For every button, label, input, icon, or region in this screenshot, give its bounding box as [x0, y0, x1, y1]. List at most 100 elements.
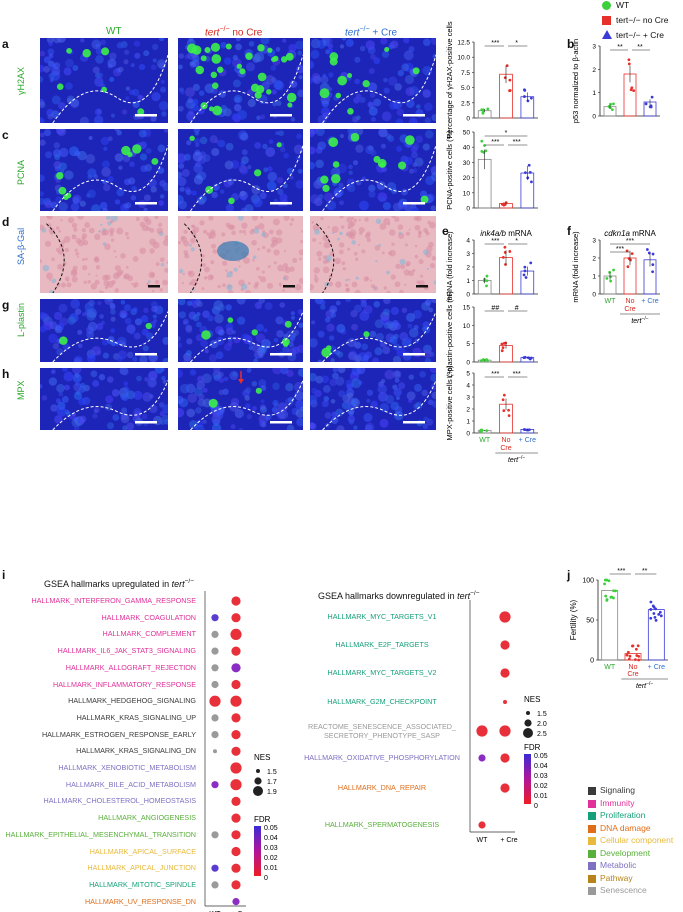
nucleus [317, 359, 323, 362]
gsea-dot [231, 596, 241, 606]
sig-label: *** [491, 40, 499, 47]
nucleus [382, 308, 390, 316]
nucleus [142, 345, 149, 352]
nucleus [245, 403, 251, 409]
nucleus [214, 139, 219, 144]
tissue-cell [103, 280, 110, 287]
nucleus [351, 378, 362, 389]
tissue-cell [183, 250, 188, 255]
tissue-cell [412, 268, 416, 272]
y-tick-label: 10.0 [457, 55, 470, 62]
gsea-dot [211, 614, 219, 622]
nucleus [431, 114, 436, 122]
nucleus [327, 87, 333, 92]
nucleus [185, 87, 195, 98]
nucleus [185, 349, 192, 356]
category-swatch [588, 862, 596, 870]
tissue-cell [83, 280, 87, 284]
gsea-down-term: HALLMARK_MYC_TARGETS_V2 [327, 668, 437, 677]
positive-cell [145, 322, 152, 330]
gsea-dot [230, 779, 242, 791]
nucleus [110, 309, 116, 315]
positive-cell [210, 71, 218, 79]
nucleus [48, 41, 54, 47]
tissue-cell [93, 256, 100, 262]
tissue-cell [260, 276, 267, 283]
nucleus [197, 375, 204, 383]
tissue-cell [424, 230, 428, 234]
nucleus [310, 49, 320, 59]
positive-cell [255, 85, 265, 94]
nucleus [327, 43, 334, 49]
tissue-cell [58, 229, 62, 233]
tissue-boundary [322, 380, 436, 430]
nucleus [396, 108, 404, 117]
tissue-cell [104, 243, 111, 251]
tissue-cell [261, 270, 265, 274]
micrograph-texture [178, 129, 303, 211]
tissue-cell [178, 268, 184, 274]
tissue-cell [390, 274, 396, 280]
gsea-dot [211, 864, 219, 872]
nucleus [368, 67, 375, 75]
tissue-cell [322, 266, 330, 274]
gsea-up-term: HALLMARK_APICAL_JUNCTION [87, 863, 196, 873]
nucleus [273, 337, 279, 343]
data-point [627, 657, 631, 661]
nucleus [79, 415, 87, 423]
nucleus [279, 302, 286, 308]
nucleus [198, 393, 205, 400]
scale-bar [403, 421, 425, 424]
nes-swatch [524, 719, 532, 727]
tissue-cell [366, 237, 371, 243]
tissue-cell [47, 223, 52, 228]
nucleus [152, 58, 157, 63]
nucleus [282, 38, 287, 43]
tissue-cell [347, 226, 351, 230]
positive-cell [56, 83, 64, 90]
nucleus [107, 58, 117, 68]
positive-cell [329, 57, 338, 66]
nucleus [374, 347, 383, 356]
nucleus [225, 304, 232, 311]
nucleus [198, 90, 205, 96]
nucleus [204, 348, 209, 354]
sig-label: ** [617, 44, 623, 51]
nucleus [260, 38, 270, 45]
positive-cell [332, 161, 340, 168]
cre-legend-label: tert−/− + Cre [616, 30, 664, 40]
nucleus [189, 61, 195, 66]
nucleus [248, 341, 253, 346]
tissue-cell [323, 241, 331, 249]
tissue-cell [299, 257, 303, 261]
nucleus [178, 369, 183, 378]
nucleus [178, 299, 186, 306]
data-point [612, 268, 615, 272]
data-point [501, 398, 505, 402]
positive-cell [204, 46, 211, 53]
positive-cell [272, 55, 279, 62]
tissue-cell [40, 224, 45, 231]
nucleus [232, 371, 238, 377]
tissue-cell [408, 270, 415, 277]
data-point [659, 614, 663, 618]
gsea-down-term-line2: SECRETORY_PHENOTYPE_SASP [324, 731, 440, 740]
tissue-cell [358, 218, 361, 222]
nucleus [413, 324, 419, 330]
nucleus [373, 57, 381, 65]
nucleus [383, 77, 388, 83]
nucleus [45, 151, 53, 159]
micrograph-texture [178, 299, 303, 362]
nucleus [40, 139, 46, 146]
nucleus [178, 176, 187, 187]
gsea-dot [231, 713, 241, 723]
y-tick-label: 10 [463, 190, 471, 197]
positive-cell [200, 55, 207, 62]
tissue-cell [88, 227, 95, 234]
nucleus [234, 103, 242, 112]
tissue-cell [51, 257, 55, 262]
gsea-up-term: HALLMARK_ALLOGRAFT_REJECTION [65, 662, 196, 672]
data-point [505, 64, 509, 68]
